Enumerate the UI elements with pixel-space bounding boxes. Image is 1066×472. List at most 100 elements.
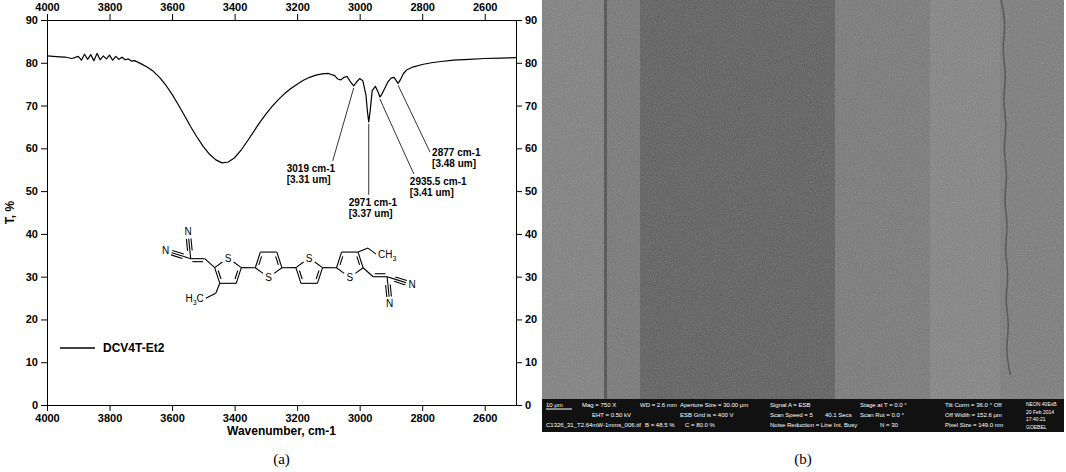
bond xyxy=(342,252,358,253)
info-text: Pixel Size = 149.0 nm xyxy=(945,422,1003,428)
atom-label: N xyxy=(162,245,169,256)
tick-label: 80 xyxy=(26,57,38,69)
tick-mark xyxy=(235,14,236,20)
tick-label: 0 xyxy=(525,399,531,411)
tick-label: 3600 xyxy=(160,412,184,424)
tick-mark xyxy=(297,14,298,20)
info-stamp: 17:40:21 xyxy=(1026,416,1046,422)
tick: 3400 xyxy=(223,405,247,424)
tick-mark xyxy=(47,14,48,20)
bond xyxy=(274,268,282,274)
tick: 3600 xyxy=(160,1,184,20)
tick-mark xyxy=(41,319,47,320)
tick-label: 50 xyxy=(26,185,38,197)
axis-line xyxy=(48,405,517,406)
annotations: 3019 cm-1[3.31 um]2971 cm-1[3.37 um]2935… xyxy=(287,85,481,219)
tick-mark xyxy=(41,20,47,21)
micrograph-image xyxy=(542,0,1064,399)
tick-label: 4000 xyxy=(35,412,59,424)
bond xyxy=(336,268,344,274)
info-text: 10 µm xyxy=(546,402,563,408)
tick: 4000 xyxy=(35,1,59,20)
info-text: Aperture Size = 30.00 µm xyxy=(680,402,748,408)
bond xyxy=(394,281,405,285)
tick-mark xyxy=(41,277,47,278)
tick-label: 3800 xyxy=(98,412,122,424)
tick: 90 xyxy=(516,14,537,26)
bond xyxy=(387,277,395,279)
tick-mark xyxy=(516,106,522,107)
bond xyxy=(205,259,215,268)
tick: 3600 xyxy=(160,405,184,424)
info-stamp: GOEBEL xyxy=(1026,424,1047,430)
bond xyxy=(299,270,302,279)
leader-line xyxy=(398,85,430,152)
info-text: Tilt Corrn = 36.0 ° Off xyxy=(945,402,1002,408)
tick-label: 70 xyxy=(525,100,537,112)
tick-label: 60 xyxy=(525,142,537,154)
bond xyxy=(192,261,203,262)
tick-mark xyxy=(235,405,236,411)
tick-mark xyxy=(41,234,47,235)
bond xyxy=(368,248,376,254)
annotation: 2877 cm-1 xyxy=(432,147,481,158)
bond xyxy=(390,284,391,296)
annotation: [3.37 um] xyxy=(349,208,393,219)
info-text: WD = 2.6 mm xyxy=(640,402,677,408)
tick: 40 xyxy=(516,228,537,240)
bond xyxy=(340,256,343,265)
scale-bar xyxy=(546,409,572,410)
bond xyxy=(259,256,262,265)
panel-a: 4000380036003400320030002800260040003800… xyxy=(3,1,537,438)
info-bar xyxy=(542,399,1064,432)
tick: 60 xyxy=(26,142,47,154)
tick-mark xyxy=(516,63,522,64)
tick-label: 4000 xyxy=(35,1,59,13)
tick: 3200 xyxy=(285,405,309,424)
info-text: C1326_31_T2.64mW-1mms_006.tif xyxy=(546,422,641,428)
annotation: [3.31 um] xyxy=(287,174,331,185)
tick-mark xyxy=(516,191,522,192)
info-text: B = 48.5 % xyxy=(645,422,675,428)
tick-label: 3200 xyxy=(285,1,309,13)
tick-mark xyxy=(172,14,173,20)
bond xyxy=(277,252,282,268)
bond xyxy=(236,268,241,284)
info-text: Signal A = ESB xyxy=(770,402,811,408)
tick-label: 20 xyxy=(525,313,537,325)
bond xyxy=(317,268,322,284)
tick-mark xyxy=(297,405,298,411)
leader-line xyxy=(380,99,414,174)
info-text: EHT = 0.50 kV xyxy=(592,412,631,418)
tick: 3400 xyxy=(223,1,247,20)
tick-label: 40 xyxy=(525,228,537,240)
tick: 80 xyxy=(26,57,47,69)
bond xyxy=(191,238,192,250)
tick: 3200 xyxy=(285,1,309,20)
tick-label: 2800 xyxy=(410,1,434,13)
info-text: ESB Grid is = 400 V xyxy=(680,412,734,418)
bond xyxy=(395,277,406,281)
axis-title: T, % xyxy=(3,201,17,225)
axis: 40003800360034003200300028002600 xyxy=(35,1,516,21)
info-text: Noise Reduction = Line Int. Busy xyxy=(770,422,857,428)
legend-swatch xyxy=(60,347,95,349)
panel-b: 10 µmMag = 750 XWD = 2.6 mmAperture Size… xyxy=(542,0,1064,432)
bond xyxy=(375,273,386,274)
info-stamp: 20 Feb 2014 xyxy=(1026,409,1054,415)
bond xyxy=(357,256,360,265)
bond xyxy=(255,268,263,274)
bond xyxy=(355,268,363,274)
tick: 10 xyxy=(516,356,537,368)
tick: 90 xyxy=(26,14,47,26)
tick-mark xyxy=(485,405,486,411)
tick: 3800 xyxy=(98,405,122,424)
tick-mark xyxy=(41,63,47,64)
axis: 0102030405060708090 xyxy=(26,14,48,411)
legend: DCV4T-Et2 xyxy=(60,341,165,355)
tick: 3000 xyxy=(348,405,372,424)
info-text: Scan Rot = 0.0 ° xyxy=(860,412,905,418)
tick: 10 xyxy=(26,356,47,368)
tick: 3000 xyxy=(348,1,372,20)
series-line xyxy=(47,53,516,163)
